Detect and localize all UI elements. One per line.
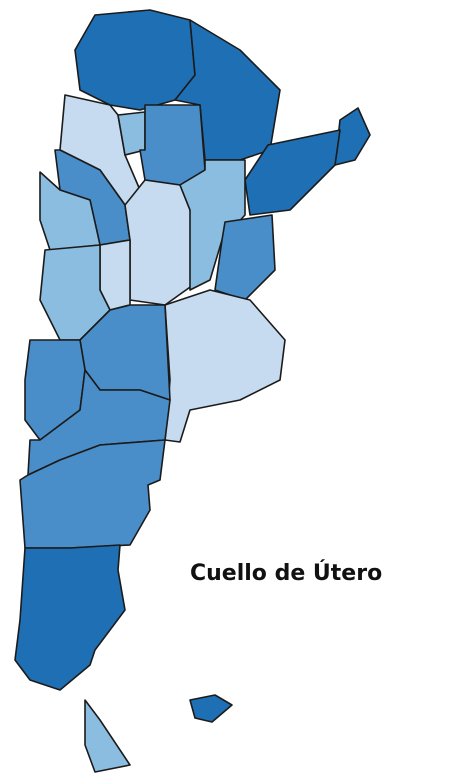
provinces [14, 9, 371, 773]
province [179, 159, 246, 291]
province [214, 214, 276, 301]
province [164, 289, 286, 443]
islands [189, 694, 233, 723]
province [84, 699, 131, 773]
province [19, 439, 166, 549]
province [74, 9, 196, 111]
province [139, 104, 206, 186]
province [334, 107, 371, 166]
province [14, 544, 126, 691]
map-title: Cuello de Útero [190, 560, 382, 586]
